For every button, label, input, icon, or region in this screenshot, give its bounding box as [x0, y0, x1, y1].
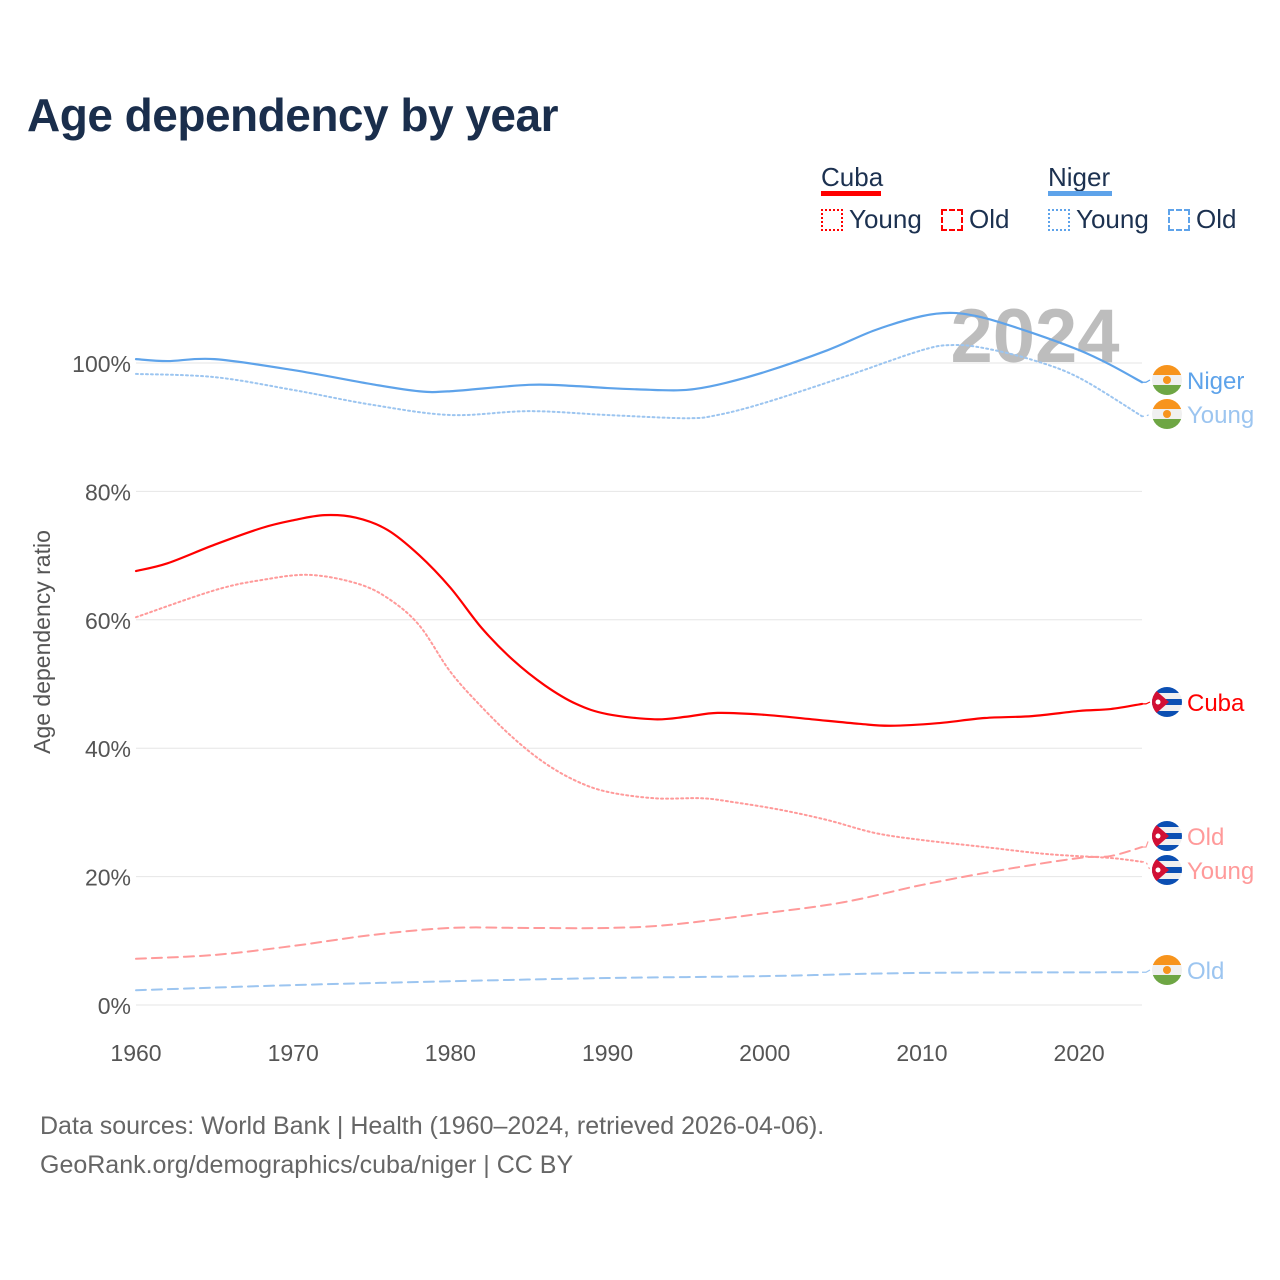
legend-item-niger-old[interactable]: Old: [1168, 204, 1236, 235]
legend-line-cuba: [821, 191, 881, 196]
legend-line-niger: [1048, 191, 1112, 196]
flag-cuba-icon: [1152, 855, 1182, 885]
end-label-niger-old: Old: [1187, 958, 1224, 985]
end-label-cuba-old: Old: [1187, 824, 1224, 851]
end-labels: Niger Young Old Cuba Young Old: [1142, 365, 1254, 985]
end-label-niger-young: Young: [1187, 402, 1254, 429]
connector-cuba: [1142, 701, 1151, 705]
current-year-watermark: 2024: [950, 294, 1119, 379]
flag-stripe: [1152, 821, 1182, 827]
flag-stripe: [1152, 365, 1182, 375]
flag-cuba-icon: [1152, 687, 1182, 717]
x-tick-label: 2010: [896, 1040, 947, 1066]
flag-niger-icon: [1152, 399, 1182, 429]
source-link[interactable]: GeoRank.org/demographics/cuba/niger | CC…: [40, 1151, 574, 1179]
flag-fill: [1152, 365, 1182, 395]
flag-stripe: [1152, 855, 1182, 861]
flag-star: [1155, 867, 1161, 873]
series-lines: [134, 311, 1144, 992]
end-label-niger: Niger: [1187, 368, 1244, 395]
flag-stripe: [1152, 693, 1182, 699]
legend-country-cuba[interactable]: Cuba: [821, 162, 884, 192]
flag-circle: [1163, 376, 1171, 384]
flag-stripe: [1152, 975, 1182, 985]
legend-country-niger[interactable]: Niger: [1048, 162, 1111, 192]
flag-stripe: [1152, 845, 1182, 851]
legend-label: Old: [969, 204, 1010, 234]
x-tick-label: 1980: [425, 1040, 476, 1066]
source-line: Data sources: World Bank | Health (1960–…: [40, 1112, 825, 1140]
y-tick-label: 60%: [85, 608, 131, 634]
flag-star: [1155, 833, 1161, 839]
flag-stripe: [1152, 955, 1182, 965]
series-line-cuba-young: [135, 573, 1143, 863]
flag-stripe: [1152, 711, 1182, 717]
y-tick-label: 100%: [72, 351, 131, 377]
flag-circle: [1163, 966, 1171, 974]
flag-cuba-icon: [1152, 821, 1182, 851]
flag-stripe: [1152, 861, 1182, 867]
dashed-swatch-icon: [1168, 208, 1190, 231]
dashed-swatch-icon: [941, 208, 963, 231]
legend-item-cuba-old[interactable]: Old: [941, 204, 1009, 235]
series-line-cuba-old: [135, 846, 1143, 960]
x-tick-label: 2020: [1054, 1040, 1105, 1066]
flag-stripe: [1152, 385, 1182, 395]
flag-stripe: [1152, 873, 1182, 879]
flag-stripe: [1152, 687, 1182, 693]
y-tick-label: 0%: [98, 993, 131, 1019]
connector-cuba-young: [1142, 861, 1151, 871]
flag-fill: [1152, 855, 1182, 885]
legend-label: Young: [1076, 204, 1149, 234]
y-tick-label: 40%: [85, 736, 131, 762]
connector-niger-old: [1142, 969, 1151, 973]
x-tick-label: 2000: [739, 1040, 790, 1066]
legend-label: Old: [1196, 204, 1237, 234]
grid: 0% 20% 40% 60% 80% 100% 1960 1970 1980 1990 2000 20…: [72, 351, 1142, 1066]
source-note: Data sources: World Bank | Health (1960–…: [40, 1107, 824, 1185]
y-tick-label: 80%: [85, 479, 131, 505]
connector-niger: [1142, 379, 1151, 383]
connector-niger-young: [1142, 413, 1151, 417]
connector-cuba-old: [1142, 835, 1151, 848]
flag-stripe: [1152, 399, 1182, 409]
dotted-swatch-icon: [821, 208, 843, 231]
flag-fill: [1152, 687, 1182, 717]
line-chart: 0% 20% 40% 60% 80% 100% 1960 1970 1980 1990 2000 20…: [29, 294, 1254, 1066]
flag-stripe: [1152, 839, 1182, 845]
flag-stripe: [1152, 879, 1182, 885]
flag-stripe: [1152, 827, 1182, 833]
flag-fill: [1152, 821, 1182, 851]
y-tick-label: 20%: [85, 865, 131, 891]
series-line-cuba: [134, 513, 1144, 727]
series-line-niger: [134, 311, 1144, 394]
legend-item-cuba-young[interactable]: Young: [821, 204, 922, 235]
series-line-niger-old: [135, 971, 1143, 992]
y-axis-label: Age dependency ratio: [29, 530, 55, 754]
x-tick-label: 1960: [110, 1040, 161, 1066]
flag-niger-icon: [1152, 955, 1182, 985]
flag-circle: [1163, 410, 1171, 418]
flag-fill: [1152, 955, 1182, 985]
flag-stripe: [1152, 705, 1182, 711]
x-tick-label: 1990: [582, 1040, 633, 1066]
series-line-niger-young: [135, 343, 1143, 420]
legend-label: Young: [849, 204, 922, 234]
end-label-cuba-young: Young: [1187, 858, 1254, 885]
legend-item-niger-young[interactable]: Young: [1048, 204, 1149, 235]
end-label-cuba: Cuba: [1187, 690, 1245, 717]
chart-title: Age dependency by year: [27, 89, 558, 141]
flag-fill: [1152, 399, 1182, 429]
flag-star: [1155, 699, 1161, 705]
x-tick-label: 1970: [268, 1040, 319, 1066]
flag-stripe: [1152, 419, 1182, 429]
flag-niger-icon: [1152, 365, 1182, 395]
dotted-swatch-icon: [1048, 208, 1070, 231]
